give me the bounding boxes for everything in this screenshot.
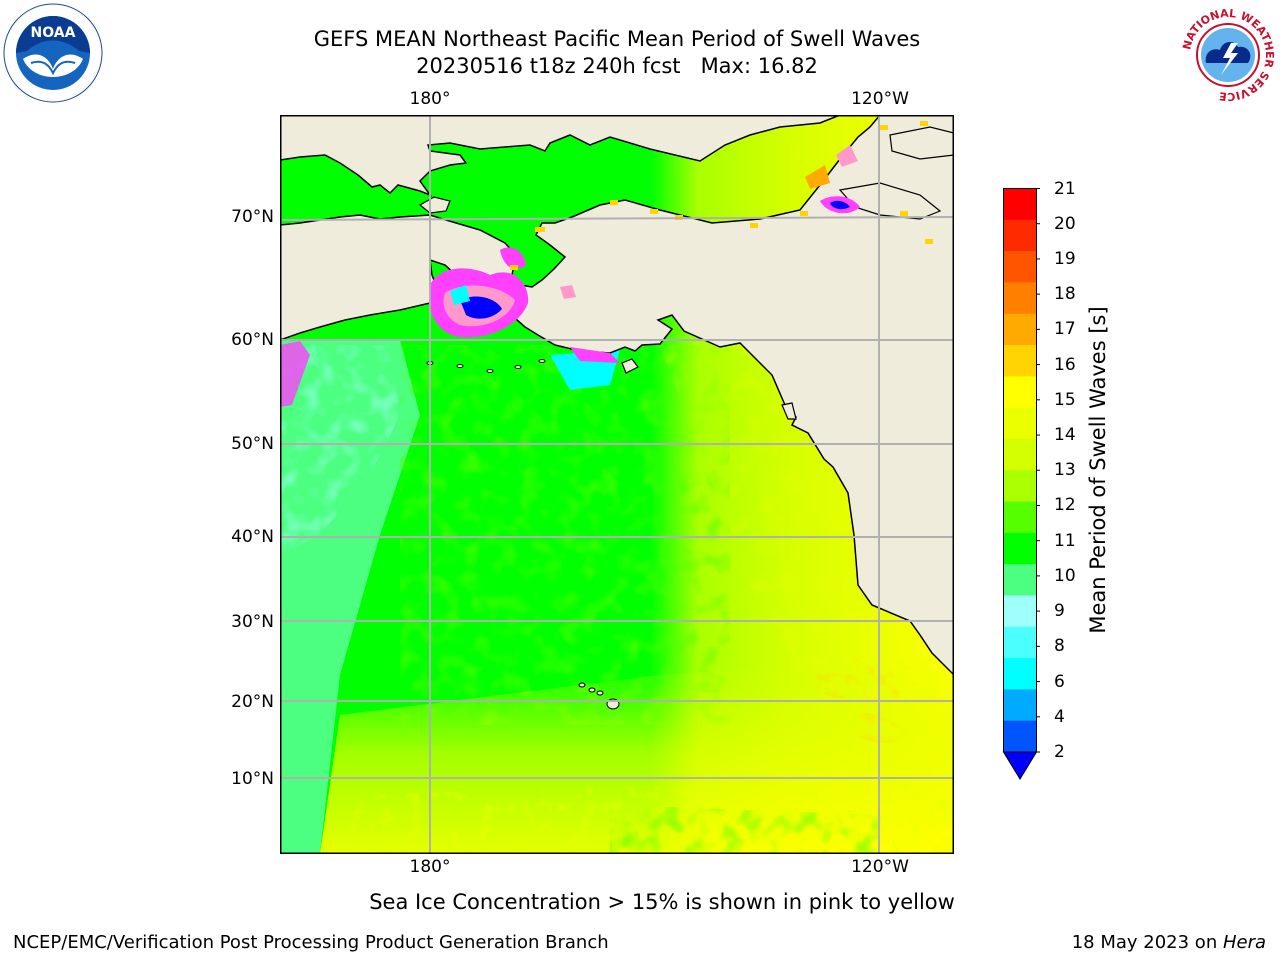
colorbar-segment <box>1003 720 1037 753</box>
colorbar-tick-label: 13 <box>1054 460 1076 481</box>
colorbar-segment <box>1003 188 1037 221</box>
st-lawrence-island <box>418 196 451 214</box>
footer-date-text: 18 May 2023 on <box>1071 932 1223 953</box>
colorbar-tick-label: 12 <box>1054 495 1076 516</box>
colorbar-segment <box>1003 501 1037 534</box>
central-swell-texture <box>400 345 730 725</box>
lon-label-top-180: 180° <box>409 89 451 109</box>
chart-title: GEFS MEAN Northeast Pacific Mean Period … <box>313 27 921 51</box>
colorbar-tick-label: 17 <box>1054 319 1076 340</box>
colorbar-tick-label: 14 <box>1054 425 1076 446</box>
colorbar-tick-label: 10 <box>1054 565 1076 586</box>
colorbar-segment <box>1003 689 1037 722</box>
forecast-map <box>280 115 954 854</box>
colorbar-segment <box>1003 345 1037 377</box>
colorbar-tick-label: 4 <box>1054 706 1065 727</box>
colorbar-tick-label: 21 <box>1054 178 1076 199</box>
colorbar-segment <box>1003 313 1037 346</box>
kodiak-island <box>621 358 639 374</box>
lat-label-50n: 50°N <box>231 434 274 454</box>
colorbar-segment <box>1003 564 1037 596</box>
footer-host: Hera <box>1222 932 1266 953</box>
sea-ice-overlay <box>280 121 933 407</box>
north-america-land <box>280 115 954 677</box>
sea-ice-note: Sea Ice Concentration > 15% is shown in … <box>369 890 955 914</box>
colorbar-segment <box>1003 470 1037 503</box>
colorbar-tick-label: 19 <box>1054 248 1076 269</box>
colorbar-segment <box>1003 532 1037 565</box>
noaa-text: NOAA <box>31 25 76 41</box>
lat-label-30n: 30°N <box>231 612 274 632</box>
lat-label-20n: 20°N <box>231 692 274 712</box>
colorbar-tick-label: 16 <box>1054 354 1076 375</box>
colorbar-tick-label: 11 <box>1054 530 1076 551</box>
vancouver-island <box>781 402 797 420</box>
colorbar-tick-label: 2 <box>1054 742 1065 762</box>
footer-date: 18 May 2023 on Hera <box>1072 932 1266 953</box>
colorbar-tick-label: 9 <box>1054 601 1065 622</box>
colorbar-tick-label: 18 <box>1054 284 1076 305</box>
lat-label-70n: 70°N <box>231 207 274 227</box>
colorbar-segment <box>1003 438 1037 471</box>
colorbar-tick-label: 8 <box>1054 636 1065 657</box>
colorbar-label: Mean Period of Swell Waves [s] <box>1086 306 1110 634</box>
lat-label-40n: 40°N <box>231 527 274 547</box>
nws-logo: NATIONAL WEATHER SERVICE <box>1178 5 1278 105</box>
colorbar-segment <box>1003 282 1037 315</box>
lon-label-bottom-120w: 120°W <box>851 857 909 877</box>
colorbar-segment <box>1003 251 1037 283</box>
colorbar-tick-label: 15 <box>1054 389 1076 410</box>
map-frame <box>280 115 954 854</box>
colorbar <box>1002 188 1040 780</box>
colorbar-segment <box>1003 219 1037 252</box>
colorbar-segment <box>1003 626 1037 659</box>
colorbar-tick-label: 6 <box>1054 671 1065 692</box>
colorbar-segment <box>1003 595 1037 628</box>
chart-subtitle: 20230516 t18z 240h fcst Max: 16.82 <box>416 54 818 78</box>
siberia-land <box>280 115 841 197</box>
colorbar-segment <box>1003 658 1037 690</box>
noaa-logo: NOAA <box>3 3 103 103</box>
lon-label-top-120w: 120°W <box>851 89 909 109</box>
footer-credit: NCEP/EMC/Verification Post Processing Pr… <box>13 932 609 953</box>
graticule <box>280 115 954 854</box>
lon-label-bottom-180: 180° <box>409 857 451 877</box>
lat-label-10n: 10°N <box>231 769 274 789</box>
colorbar-segment <box>1003 407 1037 440</box>
colorbar-segment <box>1003 376 1037 409</box>
lat-label-60n: 60°N <box>231 330 274 350</box>
colorbar-tick-label: 20 <box>1054 213 1076 234</box>
